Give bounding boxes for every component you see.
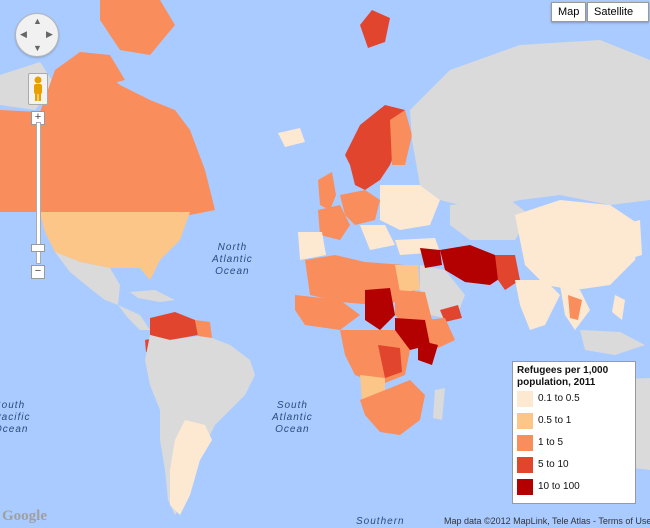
svalbard-region[interactable] — [360, 10, 390, 48]
russia-region[interactable] — [410, 40, 650, 210]
legend-label: 1 to 5 — [538, 437, 564, 448]
philippines-region[interactable] — [612, 295, 625, 320]
pegman-figure-icon — [34, 76, 42, 101]
pakistan-region[interactable] — [495, 255, 520, 290]
legend-label: 0.5 to 1 — [538, 415, 572, 426]
south-atlantic-line-1: South — [276, 400, 308, 411]
legend-swatch — [517, 435, 533, 451]
egypt-region[interactable] — [395, 265, 420, 292]
south-pacific-line-3: Ocean — [0, 424, 29, 435]
caribbean-region[interactable] — [130, 290, 175, 302]
indochina-region[interactable] — [568, 295, 582, 320]
greenland-region[interactable] — [100, 0, 175, 55]
france-region[interactable] — [318, 205, 350, 240]
congo-region[interactable] — [378, 345, 402, 378]
satellite-button[interactable]: Satellite — [587, 2, 649, 22]
map-attribution: Map data ©2012 MapLink, Tele Atlas - Ter… — [444, 516, 650, 526]
legend: Refugees per 1,000 population, 2011 0.1 … — [512, 361, 636, 504]
china-region[interactable] — [515, 200, 640, 290]
legend-swatch — [517, 457, 533, 473]
legend-title: Refugees per 1,000 population, 2011 — [517, 365, 609, 388]
kenya-region[interactable] — [418, 340, 438, 365]
guyana-region[interactable] — [195, 320, 212, 338]
legend-item: 10 to 100 — [517, 479, 633, 495]
legend-item: 1 to 5 — [517, 435, 633, 451]
horn-of-africa-region[interactable] — [425, 318, 455, 348]
iberia-region[interactable] — [298, 232, 326, 260]
legend-swatch — [517, 479, 533, 495]
balkans-region[interactable] — [360, 225, 395, 250]
legend-item: 0.5 to 1 — [517, 413, 633, 429]
eastern-europe-region[interactable] — [380, 185, 440, 230]
legend-item: 0.1 to 0.5 — [517, 391, 633, 407]
pan-control[interactable]: ▲ ▼ ◀ ▶ — [15, 13, 59, 57]
south-atlantic-label: South Atlantic Ocean — [272, 400, 313, 436]
south-pacific-line-2: Pacific — [0, 412, 31, 423]
japan-region[interactable] — [620, 220, 642, 260]
pan-left-icon[interactable]: ◀ — [20, 29, 27, 39]
yemen-region[interactable] — [440, 305, 462, 322]
legend-label: 10 to 100 — [538, 481, 580, 492]
arctic-islands-region[interactable] — [55, 52, 125, 88]
north-atlantic-line-1: North — [217, 242, 248, 253]
syria-jordan-region[interactable] — [420, 248, 442, 268]
zoom-slider-thumb[interactable] — [31, 244, 45, 252]
finland-region[interactable] — [390, 110, 412, 165]
pan-down-icon[interactable]: ▼ — [33, 43, 42, 53]
canada-region[interactable] — [0, 65, 215, 215]
legend-label: 5 to 10 — [538, 459, 569, 470]
north-atlantic-line-3: Ocean — [215, 266, 250, 277]
north-atlantic-line-2: Atlantic — [212, 254, 253, 265]
south-atlantic-line-3: Ocean — [275, 424, 310, 435]
indonesia-region[interactable] — [580, 330, 645, 355]
central-europe-region[interactable] — [340, 190, 380, 225]
legend-swatch — [517, 413, 533, 429]
north-atlantic-label: North Atlantic Ocean — [212, 242, 253, 278]
pan-right-icon[interactable]: ▶ — [46, 29, 53, 39]
india-region[interactable] — [515, 280, 560, 330]
argentina-region[interactable] — [170, 420, 212, 515]
pan-up-icon[interactable]: ▲ — [33, 16, 42, 26]
sahel-chad-region[interactable] — [365, 288, 395, 330]
south-pacific-line-1: South — [0, 400, 26, 411]
iceland-region[interactable] — [278, 128, 305, 147]
south-pacific-label: South Pacific Ocean — [0, 400, 30, 436]
central-america-region[interactable] — [118, 305, 150, 330]
usa-region[interactable] — [40, 212, 190, 280]
venezuela-colombia-region[interactable] — [150, 312, 198, 340]
legend-item: 5 to 10 — [517, 457, 633, 473]
legend-label: 0.1 to 0.5 — [538, 393, 580, 404]
mexico-region[interactable] — [55, 252, 120, 305]
street-view-pegman-icon[interactable] — [28, 73, 48, 105]
zoom-in-button[interactable]: + — [31, 111, 45, 125]
map-button[interactable]: Map — [551, 2, 587, 22]
scandinavia-region[interactable] — [345, 105, 405, 190]
kazakhstan-region[interactable] — [450, 200, 530, 240]
southern-ocean-label: Southern — [356, 516, 405, 527]
west-africa-region[interactable] — [295, 295, 360, 330]
madagascar-region[interactable] — [433, 388, 445, 420]
iran-afghanistan-region[interactable] — [440, 245, 505, 285]
legend-swatch — [517, 391, 533, 407]
south-atlantic-line-2: Atlantic — [272, 412, 313, 423]
zoom-slider-track[interactable] — [36, 122, 41, 264]
google-logo[interactable]: Google — [2, 508, 47, 524]
southern-africa-region[interactable] — [360, 380, 425, 435]
uk-region[interactable] — [318, 172, 336, 210]
zoom-out-button[interactable]: − — [31, 265, 45, 279]
